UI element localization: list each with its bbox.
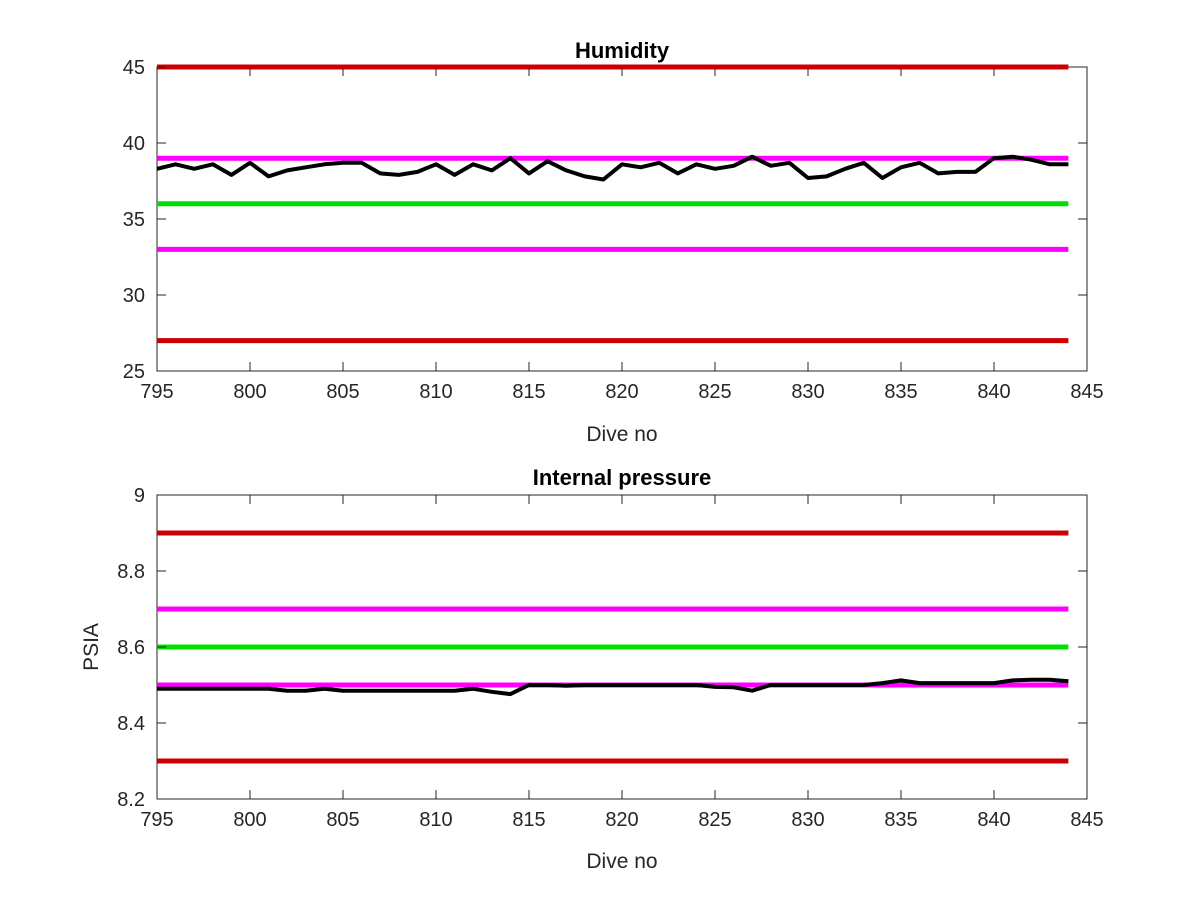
humidity-x-tick-label: 830 <box>791 381 824 403</box>
internal-pressure-series <box>157 677 1069 697</box>
humidity-y-tick-label: 30 <box>123 285 145 307</box>
humidity-x-tick-label: 840 <box>977 381 1010 403</box>
humidity-y-tick-label: 40 <box>123 133 145 155</box>
internal-pressure-y-tick-label: 8.2 <box>117 789 145 811</box>
humidity-x-tick-label: 835 <box>884 381 917 403</box>
humidity-x-tick-label: 795 <box>140 381 173 403</box>
internal-pressure-x-axis-label: Dive no <box>586 850 657 873</box>
humidity-x-tick-label: 810 <box>419 381 452 403</box>
internal-pressure-x-tick-label: 800 <box>233 809 266 831</box>
internal-pressure-x-tick-label: 825 <box>698 809 731 831</box>
internal-pressure-panel: Internal pressure Dive no PSIA 795 800 805… <box>80 465 1104 873</box>
internal-pressure-y-ticks: 8.2 8.4 8.6 8.8 9 <box>117 485 1087 811</box>
humidity-x-ticks: 795 800 805 810 815 820 825 830 835 840 845 <box>140 67 1104 403</box>
humidity-series <box>156 154 1069 182</box>
humidity-x-tick-label: 805 <box>326 381 359 403</box>
internal-pressure-x-tick-label: 845 <box>1070 809 1103 831</box>
humidity-y-ticks: 25 30 35 40 45 <box>123 57 1087 383</box>
internal-pressure-x-tick-label: 805 <box>326 809 359 831</box>
internal-pressure-y-axis-label: PSIA <box>80 623 103 671</box>
internal-pressure-x-tick-label: 830 <box>791 809 824 831</box>
humidity-y-tick-label: 25 <box>123 361 145 383</box>
humidity-x-tick-label: 845 <box>1070 381 1103 403</box>
internal-pressure-x-tick-label: 815 <box>512 809 545 831</box>
internal-pressure-x-tick-label: 840 <box>977 809 1010 831</box>
humidity-x-tick-label: 825 <box>698 381 731 403</box>
internal-pressure-x-tick-label: 835 <box>884 809 917 831</box>
humidity-measured-line <box>156 154 1069 182</box>
internal-pressure-measured-line <box>157 677 1069 697</box>
humidity-y-tick-label: 45 <box>123 57 145 79</box>
humidity-plot-area <box>156 66 1088 372</box>
internal-pressure-y-tick-label: 8.4 <box>117 713 145 735</box>
internal-pressure-y-tick-label: 8.8 <box>117 561 145 583</box>
humidity-title: Humidity <box>575 38 670 63</box>
humidity-panel: Humidity Dive no 795 800 805 810 815 820 825 83… <box>123 38 1104 446</box>
humidity-x-tick-label: 800 <box>233 381 266 403</box>
humidity-reference-lines <box>157 64 1069 344</box>
internal-pressure-title: Internal pressure <box>533 465 712 490</box>
internal-pressure-x-tick-label: 820 <box>605 809 638 831</box>
internal-pressure-y-tick-label: 9 <box>134 485 145 507</box>
internal-pressure-x-tick-label: 795 <box>140 809 173 831</box>
humidity-x-axis-label: Dive no <box>586 423 657 446</box>
humidity-y-tick-label: 35 <box>123 209 145 231</box>
humidity-x-tick-label: 820 <box>605 381 638 403</box>
humidity-x-tick-label: 815 <box>512 381 545 403</box>
internal-pressure-x-ticks: 795 800 805 810 815 820 825 830 835 840 845 <box>140 495 1104 831</box>
internal-pressure-x-tick-label: 810 <box>419 809 452 831</box>
internal-pressure-y-tick-label: 8.6 <box>117 637 145 659</box>
